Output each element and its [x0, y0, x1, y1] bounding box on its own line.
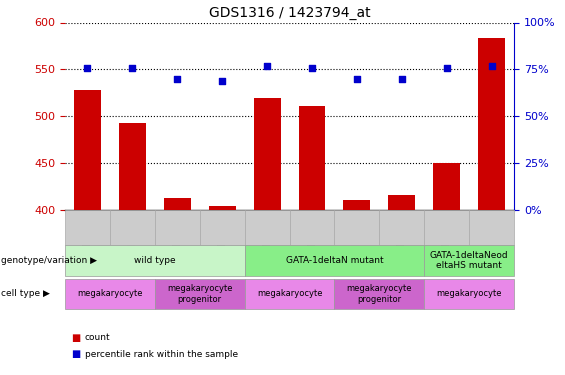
Text: megakaryocyte
progenitor: megakaryocyte progenitor: [347, 284, 412, 304]
Text: count: count: [85, 333, 110, 342]
Text: genotype/variation ▶: genotype/variation ▶: [1, 256, 97, 265]
Point: [307, 64, 316, 70]
Bar: [298, 106, 325, 210]
Text: GATA-1deltaN mutant: GATA-1deltaN mutant: [286, 256, 383, 265]
Point: [218, 78, 227, 84]
Bar: [74, 90, 101, 210]
Bar: [254, 99, 281, 210]
Point: [263, 63, 272, 69]
Bar: [344, 200, 371, 210]
Text: megakaryocyte: megakaryocyte: [77, 290, 142, 298]
Text: megakaryocyte
progenitor: megakaryocyte progenitor: [167, 284, 232, 304]
Text: ■: ■: [71, 350, 80, 359]
Point: [487, 63, 496, 69]
Point: [397, 76, 406, 82]
Title: GDS1316 / 1423794_at: GDS1316 / 1423794_at: [208, 6, 371, 20]
Bar: [164, 198, 191, 210]
Point: [442, 64, 451, 70]
Text: ■: ■: [71, 333, 80, 342]
Bar: [119, 123, 146, 210]
Point: [83, 64, 92, 70]
Text: megakaryocyte: megakaryocyte: [257, 290, 322, 298]
Point: [173, 76, 182, 82]
Text: cell type ▶: cell type ▶: [1, 290, 50, 298]
Point: [353, 76, 362, 82]
Text: megakaryocyte: megakaryocyte: [437, 290, 502, 298]
Bar: [433, 163, 460, 210]
Text: wild type: wild type: [134, 256, 176, 265]
Bar: [388, 195, 415, 210]
Text: GATA-1deltaNeod
eltaHS mutant: GATA-1deltaNeod eltaHS mutant: [430, 251, 509, 270]
Bar: [208, 206, 236, 210]
Bar: [478, 39, 505, 210]
Point: [128, 64, 137, 70]
Text: percentile rank within the sample: percentile rank within the sample: [85, 350, 238, 359]
